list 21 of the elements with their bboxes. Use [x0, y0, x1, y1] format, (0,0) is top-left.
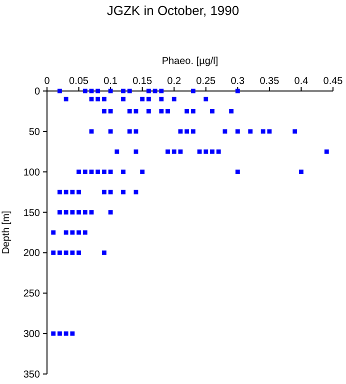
- y-tick-label: 300: [23, 329, 40, 340]
- x-tick-label: 0.45: [323, 76, 344, 87]
- x-tick-label: 0.2: [167, 76, 182, 87]
- chart-title: JGZK in October, 1990: [106, 3, 240, 18]
- y-axis-title: Depth [m]: [1, 210, 12, 254]
- x-tick-label: 0.1: [104, 76, 118, 87]
- y-tick-label: 350: [23, 370, 40, 380]
- y-tick-label: 50: [28, 126, 40, 138]
- y-tick-label: 100: [23, 167, 40, 178]
- x-tick-label: 0.25: [196, 76, 216, 87]
- y-tick-label: 150: [23, 208, 40, 219]
- x-tick-label: 0.05: [69, 76, 89, 87]
- x-tick-label: 0.15: [132, 76, 152, 87]
- y-tick-label: 0: [34, 86, 40, 98]
- y-tick-label: 250: [23, 288, 40, 300]
- x-tick-label: 0: [44, 76, 50, 87]
- x-tick-label: 0.3: [230, 76, 246, 87]
- x-axis-title: Phaeo. [µg/l]: [162, 56, 218, 67]
- y-tick-label: 200: [23, 248, 40, 260]
- x-tick-label: 0.35: [260, 76, 280, 87]
- x-tick-label: 0.4: [294, 76, 309, 87]
